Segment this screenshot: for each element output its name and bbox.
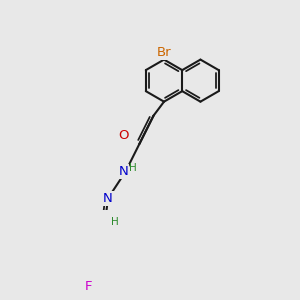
Text: H: H <box>111 217 119 227</box>
Text: O: O <box>118 129 129 142</box>
Text: Br: Br <box>157 46 171 59</box>
Text: N: N <box>103 192 113 205</box>
Text: H: H <box>129 163 136 173</box>
Text: F: F <box>85 280 92 292</box>
Text: N: N <box>118 165 128 178</box>
